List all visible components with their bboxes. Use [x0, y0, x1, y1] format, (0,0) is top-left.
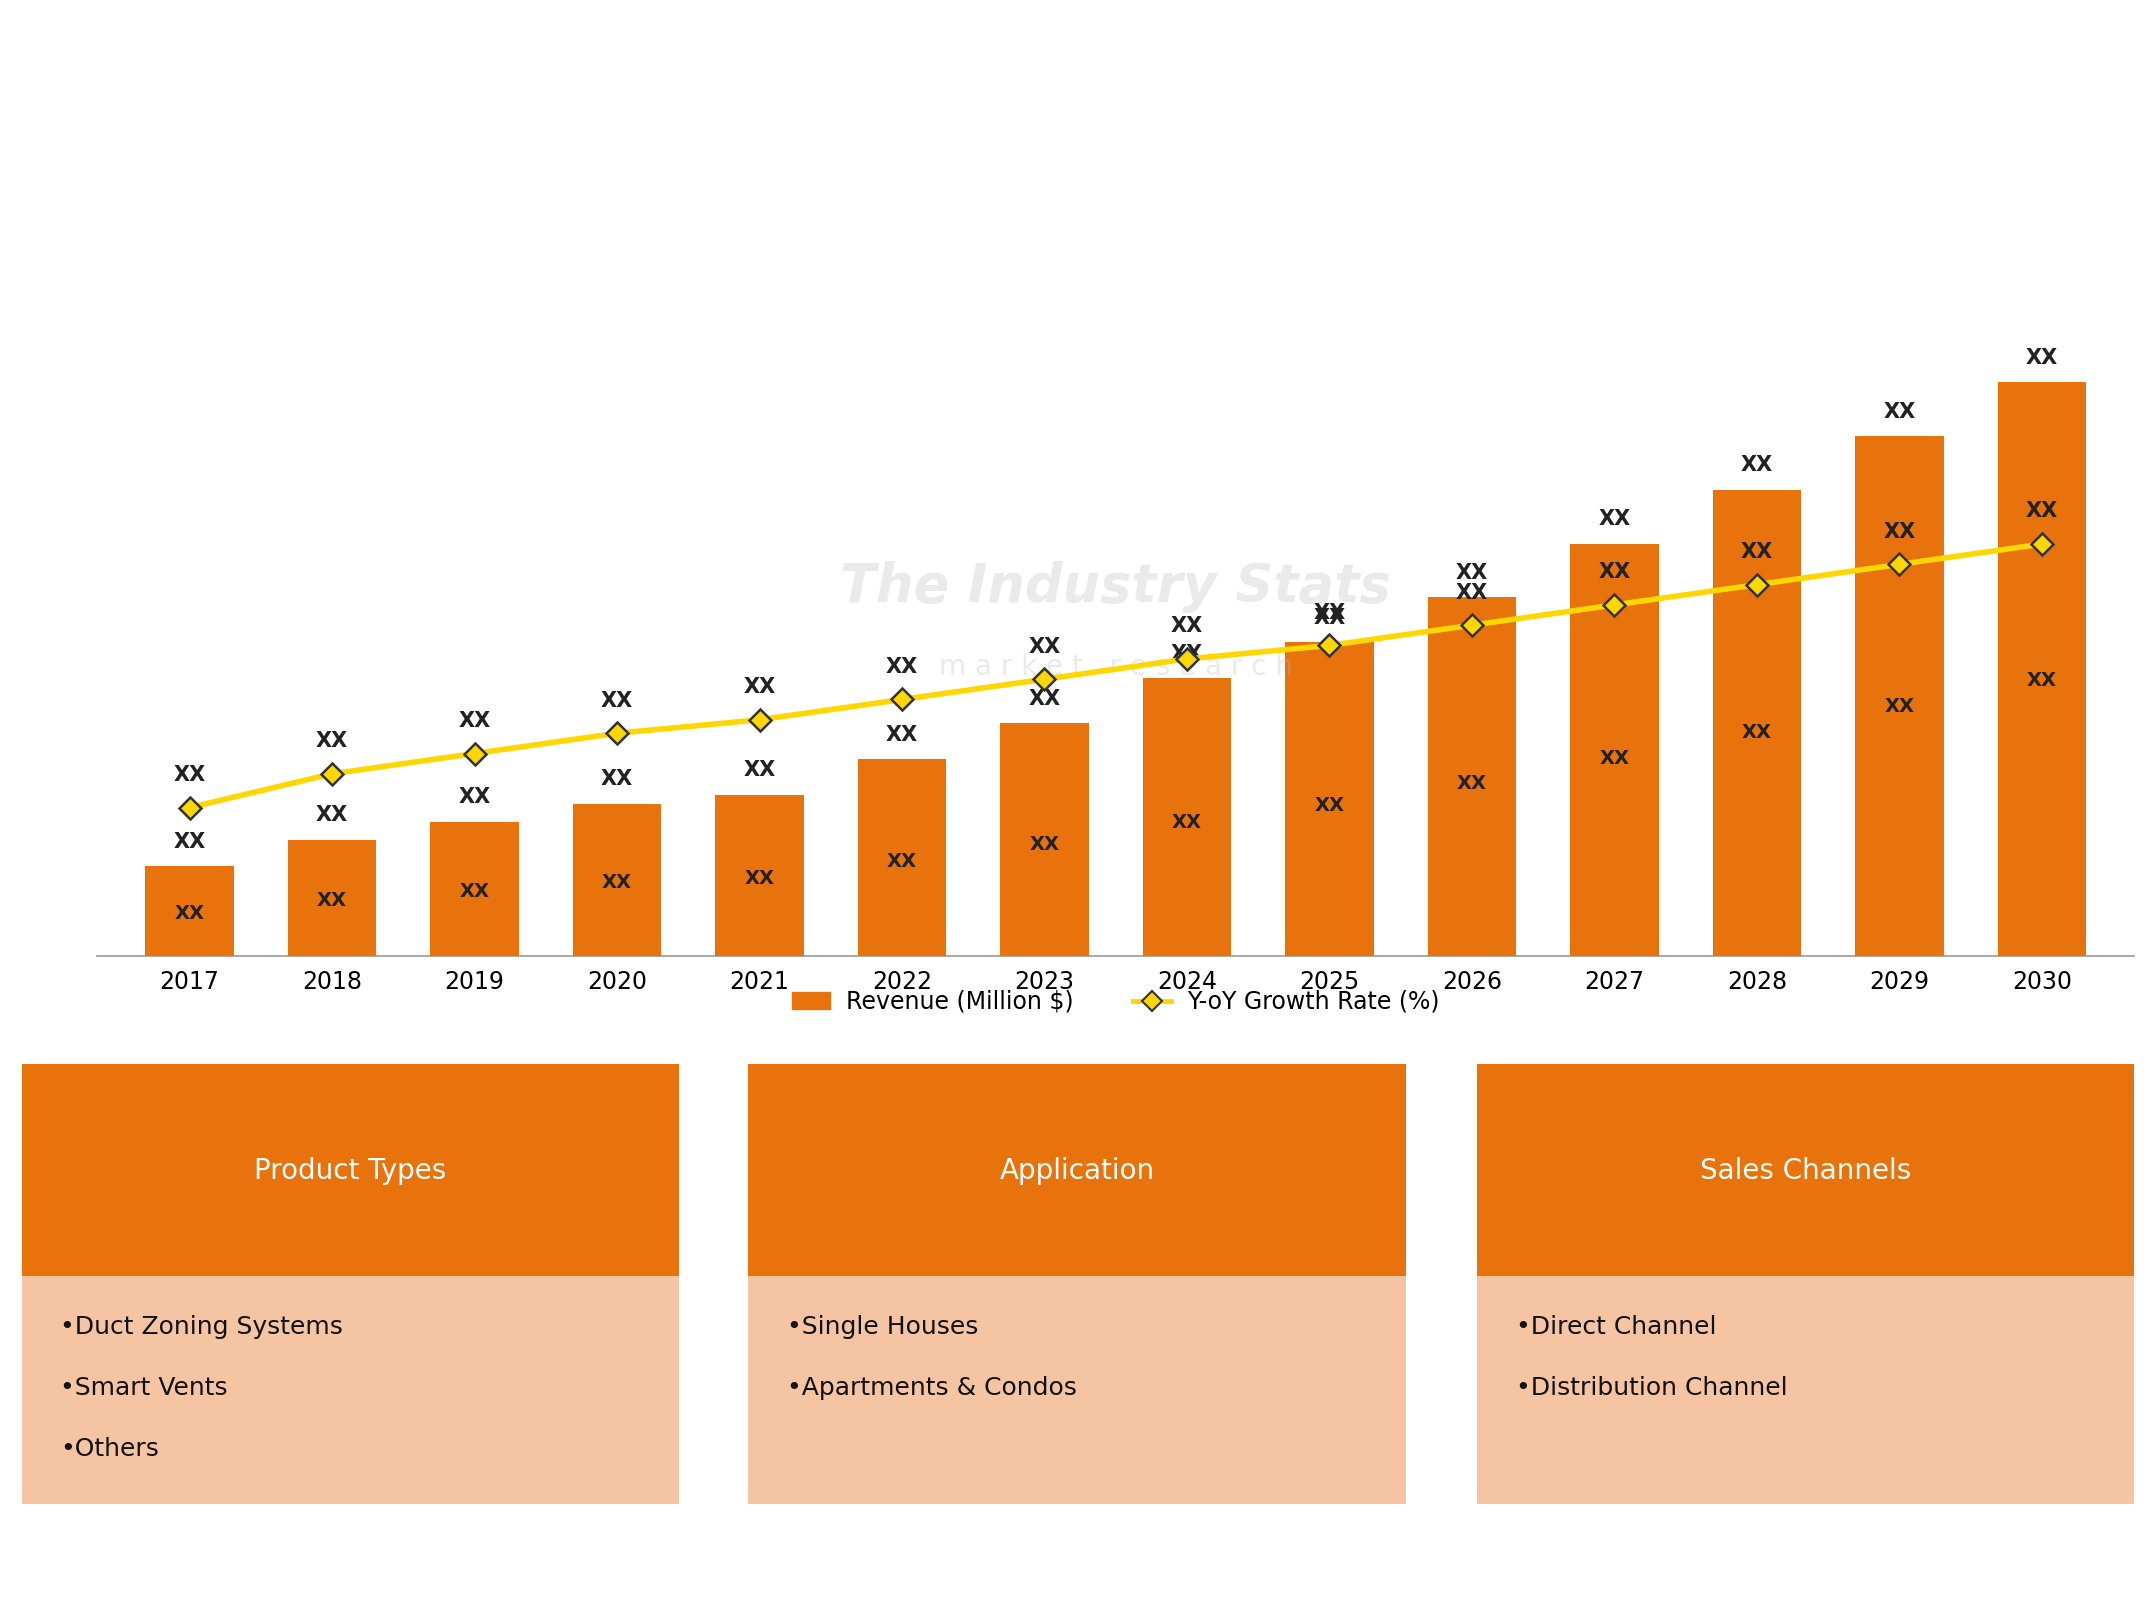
Text: XX: XX: [886, 725, 918, 744]
FancyBboxPatch shape: [22, 1276, 679, 1504]
Text: XX: XX: [317, 890, 347, 910]
Text: XX: XX: [1884, 697, 1915, 717]
Text: XX: XX: [1742, 723, 1772, 742]
Text: Application: Application: [1000, 1157, 1153, 1186]
Bar: [716, 795, 804, 956]
Text: XX: XX: [317, 731, 349, 750]
Bar: [1427, 598, 1516, 956]
Text: XX: XX: [744, 677, 776, 697]
Text: m a r k e t   r e s e a r c h: m a r k e t r e s e a r c h: [938, 652, 1294, 681]
Text: XX: XX: [1028, 636, 1061, 657]
Bar: [1999, 382, 2087, 956]
Text: XX: XX: [1028, 689, 1061, 709]
Text: XX: XX: [1455, 562, 1488, 583]
Bar: [1143, 678, 1231, 956]
FancyBboxPatch shape: [748, 1064, 1406, 1281]
Text: XX: XX: [744, 760, 776, 781]
Text: Source: Theindustrystats Analysis: Source: Theindustrystats Analysis: [54, 1551, 483, 1570]
Text: Sales Channels: Sales Channels: [1701, 1157, 1910, 1186]
Bar: [1000, 723, 1089, 956]
Bar: [289, 839, 377, 956]
Text: •Direct Channel: •Direct Channel: [1516, 1316, 1716, 1339]
Text: XX: XX: [1740, 542, 1772, 562]
Text: •Smart Vents: •Smart Vents: [60, 1376, 229, 1400]
Text: Email: sales@theindustrystats.com: Email: sales@theindustrystats.com: [798, 1551, 1240, 1570]
Bar: [1854, 435, 1943, 956]
FancyBboxPatch shape: [1477, 1064, 2134, 1281]
Text: XX: XX: [2027, 347, 2059, 368]
Text: •Distribution Channel: •Distribution Channel: [1516, 1376, 1787, 1400]
Bar: [144, 866, 233, 956]
Bar: [1285, 643, 1373, 956]
FancyBboxPatch shape: [748, 1276, 1406, 1504]
Text: XX: XX: [1882, 402, 1915, 421]
Text: XX: XX: [459, 710, 492, 731]
Text: XX: XX: [602, 770, 634, 789]
Text: XX: XX: [1455, 582, 1488, 603]
Text: XX: XX: [459, 787, 492, 807]
Text: XX: XX: [886, 657, 918, 677]
Text: XX: XX: [1600, 749, 1630, 768]
Text: XX: XX: [1173, 813, 1201, 832]
Bar: [858, 759, 946, 956]
Text: XX: XX: [2027, 672, 2057, 689]
Text: The Industry Stats: The Industry Stats: [841, 561, 1391, 612]
Text: Website: www.theindustrystats.com: Website: www.theindustrystats.com: [1509, 1551, 1964, 1570]
Bar: [1570, 543, 1658, 956]
FancyBboxPatch shape: [1477, 1276, 2134, 1504]
Text: XX: XX: [1315, 795, 1345, 815]
Text: XX: XX: [1313, 603, 1345, 624]
Text: XX: XX: [1313, 607, 1345, 628]
Text: XX: XX: [1457, 775, 1488, 794]
Text: •Others: •Others: [60, 1437, 160, 1461]
Text: XX: XX: [886, 852, 916, 871]
FancyBboxPatch shape: [22, 1064, 679, 1281]
Text: XX: XX: [602, 874, 632, 892]
Text: XX: XX: [602, 691, 634, 710]
Text: XX: XX: [1171, 644, 1203, 664]
Text: XX: XX: [1031, 834, 1059, 853]
Text: XX: XX: [175, 903, 205, 922]
Text: XX: XX: [2027, 501, 2059, 521]
Text: XX: XX: [744, 869, 774, 889]
Text: XX: XX: [1882, 522, 1915, 542]
Text: XX: XX: [1171, 617, 1203, 636]
Text: XX: XX: [172, 765, 205, 784]
Text: •Apartments & Condos: •Apartments & Condos: [787, 1376, 1076, 1400]
Text: XX: XX: [1598, 562, 1630, 582]
Text: Product Types: Product Types: [254, 1157, 446, 1186]
Text: •Duct Zoning Systems: •Duct Zoning Systems: [60, 1316, 343, 1339]
Text: •Single Houses: •Single Houses: [787, 1316, 979, 1339]
Text: XX: XX: [459, 882, 489, 902]
Legend: Revenue (Million $), Y-oY Growth Rate (%): Revenue (Million $), Y-oY Growth Rate (%…: [783, 980, 1449, 1024]
Text: XX: XX: [317, 805, 349, 826]
Bar: [573, 804, 662, 956]
Text: XX: XX: [1598, 509, 1630, 529]
Text: Fig. Global Residential Zoning System Market Status and Outlook: Fig. Global Residential Zoning System Ma…: [28, 53, 1212, 84]
Bar: [431, 821, 520, 956]
Text: XX: XX: [1740, 455, 1772, 476]
Bar: [1712, 490, 1800, 956]
Text: XX: XX: [172, 832, 205, 852]
